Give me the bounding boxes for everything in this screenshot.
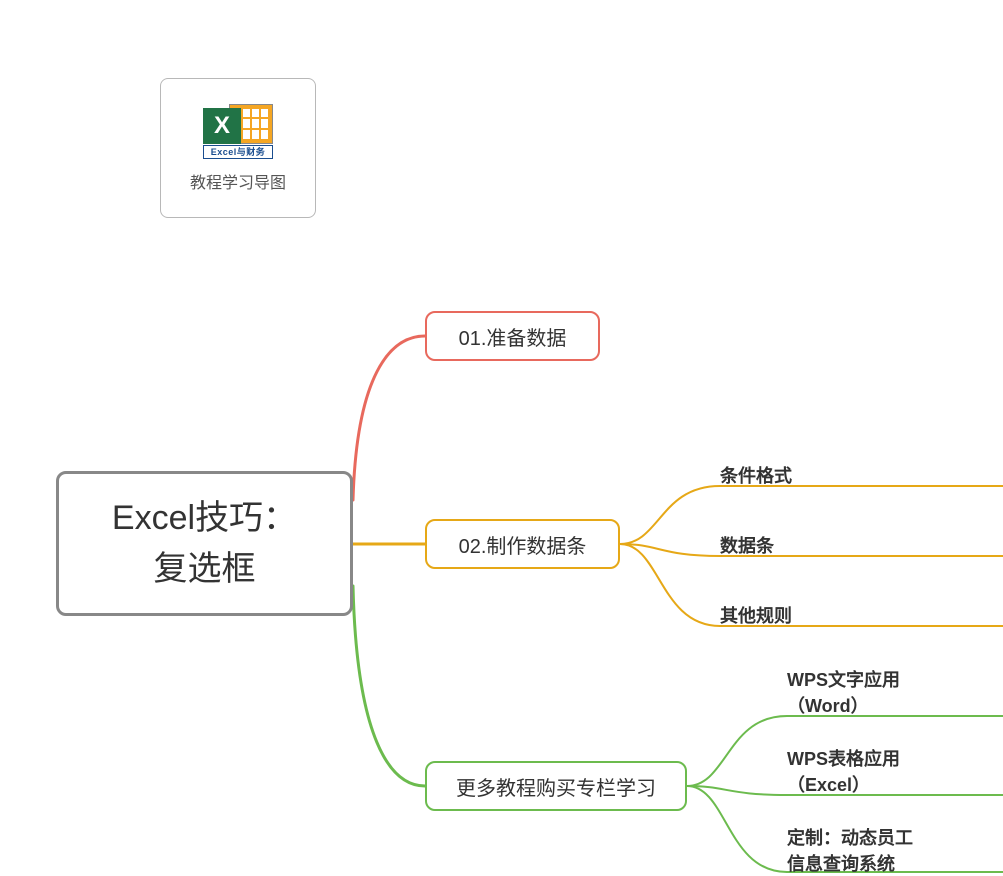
connectors-layer — [0, 0, 1003, 873]
legend-box: X Excel与财务 教程学习导图 — [160, 78, 316, 218]
legend-caption: 教程学习导图 — [190, 169, 286, 193]
root-line2: 复选框 — [153, 550, 255, 588]
branch-label: 01.准备数据 — [459, 322, 567, 351]
leaf-node: 其他规则 — [720, 602, 792, 628]
leaf-node: 定制：动态员工 信息查询系统 — [787, 824, 913, 876]
excel-icon: X Excel与财务 — [203, 104, 273, 159]
branch-node-b2: 02.制作数据条 — [425, 519, 620, 569]
branch-label: 更多教程购买专栏学习 — [456, 772, 656, 801]
root-line1: Excel技巧： — [112, 499, 297, 537]
branch-label: 02.制作数据条 — [459, 530, 587, 559]
branch-node-b1: 01.准备数据 — [425, 311, 600, 361]
leaf-node: WPS表格应用 （Excel） — [787, 745, 900, 797]
branch-node-b3: 更多教程购买专栏学习 — [425, 761, 687, 811]
leaf-node: WPS文字应用 （Word） — [787, 666, 900, 718]
root-node: Excel技巧： 复选框 — [56, 471, 353, 616]
leaf-node: 条件格式 — [720, 462, 792, 488]
leaf-node: 数据条 — [720, 532, 774, 558]
legend-strip: Excel与财务 — [203, 145, 273, 159]
